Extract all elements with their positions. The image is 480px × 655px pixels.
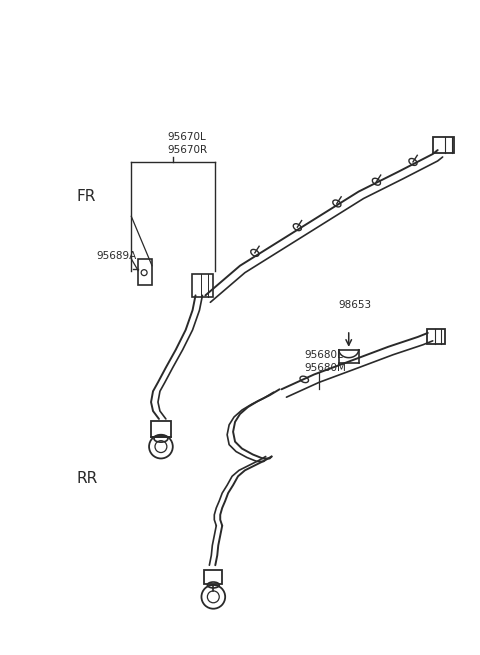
Text: RR: RR [77,471,98,486]
Text: 95680M: 95680M [304,362,346,373]
Text: FR: FR [77,189,96,204]
Text: 95670R: 95670R [168,145,208,155]
Text: 98653: 98653 [339,300,372,310]
Bar [427,329,444,344]
Bar [138,259,152,284]
Bar [204,570,222,584]
Text: 95689A: 95689A [96,251,137,261]
Bar [192,274,213,297]
Text: 95670L: 95670L [168,132,206,142]
Bar [433,138,455,153]
Text: 95680L: 95680L [304,350,343,360]
Bar [151,421,171,437]
